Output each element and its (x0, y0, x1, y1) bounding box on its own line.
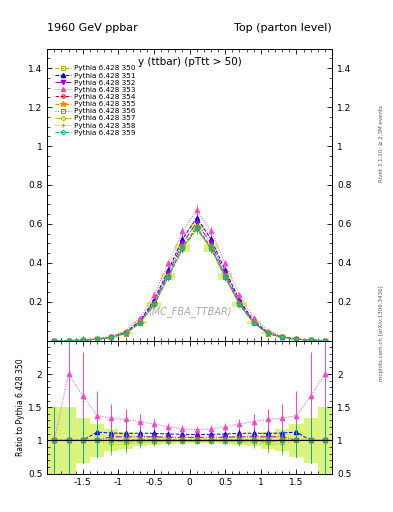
Text: Rivet 3.1.10; ≥ 2.3M events: Rivet 3.1.10; ≥ 2.3M events (379, 105, 384, 182)
Text: Top (parton level): Top (parton level) (234, 23, 332, 33)
Text: 1960 GeV ppbar: 1960 GeV ppbar (47, 23, 138, 33)
Text: (MC_FBA_TTBAR): (MC_FBA_TTBAR) (148, 306, 231, 317)
Text: y (ttbar) (pTtt > 50): y (ttbar) (pTtt > 50) (138, 57, 241, 68)
Y-axis label: Ratio to Pythia 6.428 350: Ratio to Pythia 6.428 350 (16, 358, 25, 456)
Text: mcplots.cern.ch [arXiv:1306.3436]: mcplots.cern.ch [arXiv:1306.3436] (379, 285, 384, 380)
Legend: Pythia 6.428 350, Pythia 6.428 351, Pythia 6.428 352, Pythia 6.428 353, Pythia 6: Pythia 6.428 350, Pythia 6.428 351, Pyth… (53, 64, 137, 137)
